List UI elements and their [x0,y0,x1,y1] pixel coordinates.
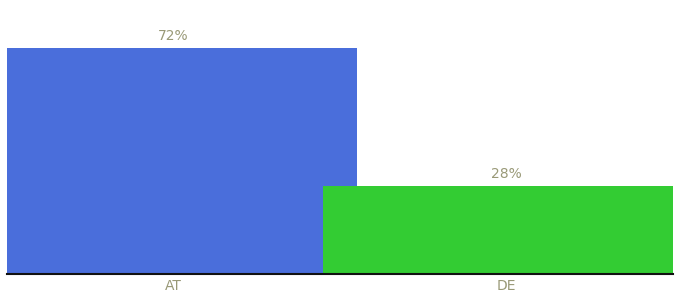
Text: 28%: 28% [491,167,522,182]
Text: 72%: 72% [158,29,189,43]
Bar [324,186,680,274]
Bar [0,48,356,274]
